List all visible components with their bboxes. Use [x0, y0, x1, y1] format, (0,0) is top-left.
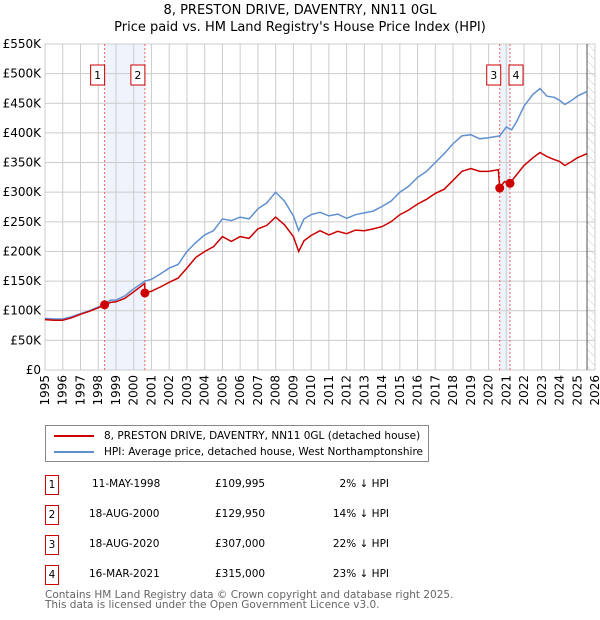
- x-tick-label: 2014: [375, 375, 389, 406]
- x-tick-label: 2011: [322, 375, 336, 406]
- x-tick-label: 1999: [109, 375, 123, 406]
- x-tick-label: 2022: [517, 375, 531, 406]
- x-tick-label: 2007: [251, 375, 265, 406]
- legend-line-red: [54, 435, 94, 437]
- sale-label: 4: [513, 69, 520, 82]
- x-tick-label: 2018: [446, 375, 460, 406]
- legend-label-property: 8, PRESTON DRIVE, DAVENTRY, NN11 0GL (de…: [104, 430, 421, 442]
- y-tick-label: £400K: [3, 126, 43, 140]
- sale-point: [505, 178, 515, 188]
- footer-copyright: Contains HM Land Registry data © Crown c…: [45, 589, 454, 601]
- y-tick-label: £200K: [3, 244, 43, 258]
- sale-row: 1 11-MAY-1998 £109,995 2% ↓ HPI: [45, 475, 445, 495]
- price-chart: £0 £50K £100K £150K £200K £250K £300K £350K £400…: [3, 37, 600, 406]
- x-tick-label: 2019: [464, 375, 478, 406]
- y-tick-label: £550K: [3, 37, 43, 51]
- x-tick-label: 1997: [73, 375, 87, 406]
- sale-period-shade: [499, 44, 511, 370]
- x-tick-label: 2016: [411, 375, 425, 406]
- x-tick-label: 2000: [127, 375, 141, 406]
- sale-label-box: [90, 64, 106, 86]
- chart-title: 8, PRESTON DRIVE, DAVENTRY, NN11 0GL: [163, 3, 437, 18]
- sale-point: [495, 183, 505, 193]
- hpi-line: [44, 87, 588, 320]
- x-tick-label: 2008: [269, 375, 283, 406]
- hpi-difference: 23% ↓ HPI: [332, 568, 389, 580]
- x-tick-label: 2006: [233, 375, 247, 406]
- x-tick-label: 2013: [357, 375, 371, 406]
- sale-point: [140, 288, 150, 298]
- hpi-difference: 2% ↓ HPI: [339, 478, 389, 490]
- sale-price: £307,000: [215, 538, 266, 550]
- x-tick-label: 2024: [553, 375, 567, 406]
- sale-price: £129,950: [215, 508, 266, 520]
- sale-label-box: [130, 64, 146, 86]
- sale-row: 2 18-AUG-2000 £129,950 14% ↓ HPI: [45, 505, 445, 525]
- x-tick-label: 2025: [570, 375, 584, 406]
- sale-number-badge: 4: [45, 565, 59, 585]
- footer-licence: This data is licensed under the Open Gov…: [45, 599, 380, 611]
- legend-item-hpi: HPI: Average price, detached house, West…: [54, 446, 423, 458]
- x-tick-label: 2020: [482, 375, 496, 406]
- x-tick-label: 2012: [340, 375, 354, 406]
- x-tick-label: 2026: [588, 375, 600, 406]
- x-tick-label: 2010: [304, 375, 318, 406]
- y-tick-label: £300K: [3, 185, 43, 199]
- sale-date: 16-MAR-2021: [89, 568, 160, 580]
- legend-line-blue: [54, 451, 94, 453]
- sale-point: [100, 300, 110, 310]
- plot-border: [44, 43, 596, 371]
- sale-price: £109,995: [215, 478, 266, 490]
- sale-label: 1: [94, 69, 101, 82]
- hpi-difference: 14% ↓ HPI: [332, 508, 389, 520]
- legend-item-property: 8, PRESTON DRIVE, DAVENTRY, NN11 0GL (de…: [54, 430, 420, 442]
- x-tick-label: 1995: [38, 375, 52, 406]
- y-tick-label: £250K: [3, 215, 43, 229]
- sale-number-badge: 3: [45, 535, 59, 555]
- no-data-hatch: [587, 44, 595, 370]
- sale-number-badge: 1: [45, 475, 59, 495]
- sale-date: 11-MAY-1998: [92, 478, 161, 490]
- sale-price: £315,000: [215, 568, 266, 580]
- sale-label-box: [486, 64, 502, 86]
- sale-label: 3: [490, 69, 497, 82]
- sale-row: 3 18-AUG-2020 £307,000 22% ↓ HPI: [45, 535, 445, 555]
- sale-label-box: [508, 64, 524, 86]
- x-tick-label: 1996: [56, 375, 70, 406]
- sale-number-badge: 2: [45, 505, 59, 525]
- y-tick-label: £50K: [10, 333, 42, 347]
- x-tick-label: 2017: [428, 375, 442, 406]
- x-tick-label: 2005: [215, 375, 229, 406]
- x-tick-label: 2015: [393, 375, 407, 406]
- y-tick-label: £450K: [3, 96, 43, 110]
- sale-row: 4 16-MAR-2021 £315,000 23% ↓ HPI: [45, 565, 445, 585]
- x-tick-label: 2001: [144, 375, 158, 406]
- x-tick-label: 2003: [180, 375, 194, 406]
- y-tick-label: £0: [26, 363, 41, 377]
- y-tick-label: £350K: [3, 156, 43, 170]
- x-tick-label: 2002: [162, 375, 176, 406]
- y-tick-label: £500K: [3, 67, 43, 81]
- y-tick-label: £150K: [3, 274, 43, 288]
- hpi-difference: 22% ↓ HPI: [332, 538, 389, 550]
- legend: 8, PRESTON DRIVE, DAVENTRY, NN11 0GL (de…: [45, 425, 429, 462]
- x-tick-label: 2004: [198, 375, 212, 406]
- x-tick-label: 1998: [91, 375, 105, 406]
- x-tick-label: 2021: [499, 375, 513, 406]
- sale-period-shade: [104, 44, 145, 370]
- chart-subtitle: Price paid vs. HM Land Registry's House …: [114, 20, 486, 35]
- x-tick-label: 2023: [535, 375, 549, 406]
- x-tick-label: 2009: [286, 375, 300, 406]
- sale-date: 18-AUG-2020: [89, 538, 160, 550]
- legend-label-hpi: HPI: Average price, detached house, West…: [104, 446, 423, 458]
- sale-label: 2: [134, 69, 141, 82]
- y-tick-label: £100K: [3, 304, 43, 318]
- sale-date: 18-AUG-2000: [89, 508, 160, 520]
